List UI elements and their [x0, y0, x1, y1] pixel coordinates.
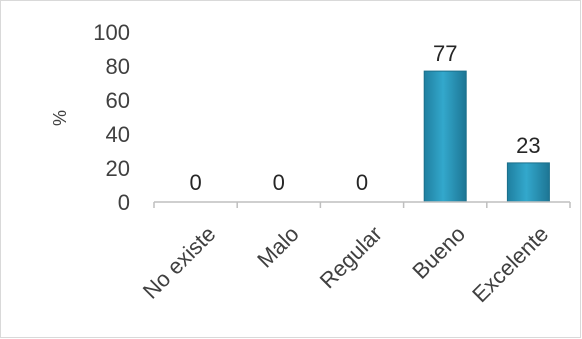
data-label-malo: 0 — [273, 170, 285, 195]
y-tick-label-20: 20 — [106, 156, 130, 181]
bars — [423, 70, 550, 203]
y-axis-ticks: 0 20 40 60 80 100 — [93, 20, 130, 215]
bar-bueno — [423, 70, 467, 203]
data-labels: 0 0 0 77 23 — [189, 41, 540, 195]
y-tick-label-60: 60 — [106, 88, 130, 113]
y-axis-label: % — [50, 110, 70, 126]
category-label-bueno: Bueno — [407, 221, 470, 284]
data-label-no-existe: 0 — [189, 170, 201, 195]
y-tick-label-80: 80 — [106, 54, 130, 79]
category-label-regular: Regular — [315, 221, 387, 293]
y-tick-label-100: 100 — [93, 20, 130, 45]
category-label-no-existe: No existe — [138, 221, 221, 304]
data-label-regular: 0 — [356, 170, 368, 195]
category-label-excelente: Excelente — [467, 221, 553, 307]
data-label-excelente: 23 — [516, 133, 540, 158]
x-axis-ticks — [153, 202, 571, 208]
y-tick-label-40: 40 — [106, 122, 130, 147]
data-label-bueno: 77 — [433, 41, 457, 66]
bar-excelente — [506, 162, 550, 203]
y-tick-label-0: 0 — [118, 190, 130, 215]
category-label-malo: Malo — [252, 221, 303, 272]
